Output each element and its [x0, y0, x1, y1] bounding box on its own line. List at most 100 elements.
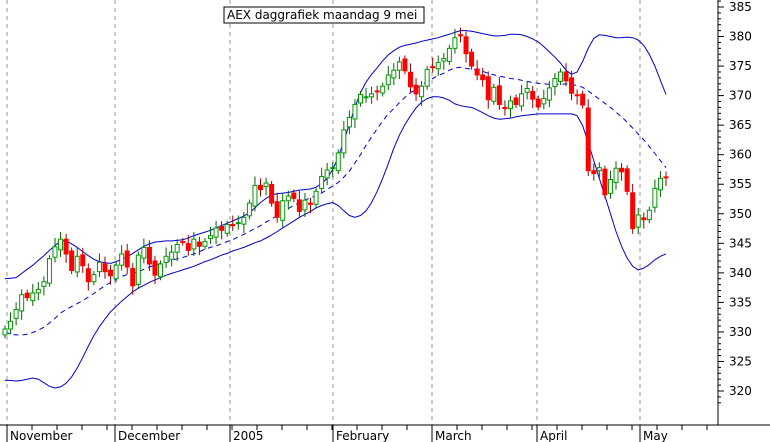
candle-up [341, 121, 347, 159]
candle-body [380, 85, 386, 94]
candle-up [2, 325, 8, 339]
y-tick-label: 355 [729, 177, 752, 191]
candle-body [102, 263, 108, 273]
candle-body [546, 87, 552, 101]
candle-body [613, 167, 619, 183]
candle-up [202, 237, 208, 250]
candle-up [596, 162, 602, 180]
candle-up [396, 56, 402, 80]
y-tick-label: 335 [729, 295, 752, 309]
candle-up [213, 220, 219, 245]
candle-body [141, 246, 147, 259]
candle-up [158, 260, 164, 281]
candle-down [124, 243, 130, 275]
candle-body [535, 98, 541, 108]
candle-up [424, 66, 430, 90]
candle-down [485, 71, 491, 109]
candle-down [641, 212, 647, 229]
candle-body [246, 202, 252, 217]
candle-body [46, 258, 52, 284]
x-tick-label: February [336, 429, 389, 442]
candle-body [258, 184, 264, 191]
candle-body [580, 93, 586, 106]
bollinger-lower-line [5, 96, 667, 389]
candle-down [85, 263, 91, 291]
candle-body [641, 217, 647, 221]
candle-body [202, 241, 208, 247]
candle-up [607, 170, 613, 199]
candle-body [524, 88, 530, 93]
candle-up [35, 282, 41, 301]
candle-up [507, 95, 513, 118]
candle-body [85, 268, 91, 283]
candle-body [269, 184, 275, 204]
candle-down [585, 99, 591, 176]
candle-body [513, 97, 519, 105]
candle-down [291, 189, 297, 202]
candle-up [91, 271, 97, 286]
candle-up [546, 80, 552, 108]
bollinger-upper-line [4, 30, 667, 280]
candle-up [313, 187, 319, 208]
candle-body [113, 264, 119, 280]
candle-up [169, 245, 175, 267]
candle-down [457, 27, 463, 43]
candle-body [430, 66, 436, 69]
candle-down [180, 237, 186, 246]
candle-down [296, 191, 302, 217]
candle-body [424, 69, 430, 87]
bollinger-bands [4, 30, 667, 389]
candle-up [224, 220, 230, 237]
gridlines [6, 0, 641, 425]
candle-up [241, 211, 247, 233]
candle-body [657, 177, 663, 191]
candle-down [513, 94, 519, 109]
y-tick-label: 375 [729, 59, 752, 73]
candle-body [496, 85, 502, 105]
candle-down [269, 180, 275, 207]
candle-body [2, 328, 8, 336]
candle-body [180, 241, 186, 244]
candle-down [219, 221, 225, 240]
candle-down [535, 95, 541, 111]
candle-down [619, 162, 625, 181]
candle-up [58, 232, 64, 257]
candle-up [369, 86, 375, 104]
candle-up [46, 255, 52, 287]
candle-down [630, 183, 636, 234]
candle-body [557, 71, 563, 82]
candle-down [474, 60, 480, 81]
y-tick-label: 340 [729, 266, 752, 280]
chart-title-box: AEX daggrafiek maandag 9 mei [223, 6, 425, 24]
x-tick-labels: November December 2005 February March April Ma… [6, 425, 708, 442]
y-tick-label: 345 [729, 236, 752, 250]
candle-body [396, 61, 402, 71]
candle-body [74, 255, 80, 273]
candle-body [152, 260, 158, 276]
candle-up [446, 44, 452, 65]
candle-body [474, 68, 480, 76]
candle-body [341, 129, 347, 154]
candle-down [663, 171, 669, 187]
candle-body [313, 190, 319, 205]
candle-up [635, 207, 641, 235]
candle-down [580, 90, 586, 109]
y-tick-label: 380 [729, 30, 752, 44]
candle-body [463, 36, 469, 55]
candle-down [502, 100, 508, 116]
candle-body [457, 34, 463, 37]
candle-body [635, 214, 641, 228]
x-tick-label: November [10, 429, 72, 442]
candle-body [163, 255, 169, 264]
candle-body [552, 77, 558, 87]
candle-body [213, 227, 219, 238]
candle-down [130, 263, 136, 295]
candle-body [174, 243, 180, 253]
y-tick-label: 325 [729, 354, 752, 368]
candle-body [402, 58, 408, 72]
candle-up [646, 206, 652, 224]
candle-body [363, 96, 369, 99]
candle-body [169, 251, 175, 260]
